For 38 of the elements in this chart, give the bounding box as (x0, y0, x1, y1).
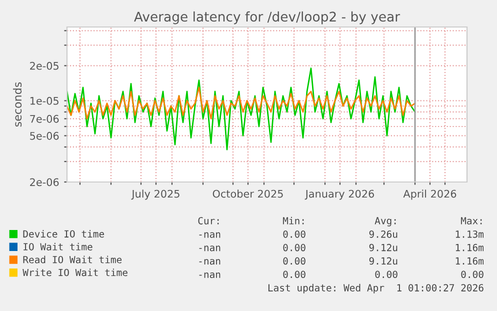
text: -nan (199, 259, 220, 265)
legend-label: IO Wait time (24, 242, 92, 250)
legend-label: Read IO Wait time (23, 256, 122, 264)
text: 0.00 (283, 257, 306, 265)
y-tick-label: 1e-05 (30, 96, 58, 105)
legend-label: Device IO time (23, 230, 104, 238)
text: -nan (199, 246, 220, 252)
x-tick-label: April 2026 (403, 190, 456, 200)
text: 9.12u (369, 257, 398, 265)
chart-title: Average latency for /dev/loop2 - by year (134, 11, 400, 24)
text: 1.16m (456, 257, 484, 265)
y-tick-label: 7e-06 (30, 114, 59, 123)
text: 1.16m (456, 244, 484, 252)
text: Max: (460, 217, 482, 224)
text: 0.00 (375, 270, 398, 278)
legend-label: Write IO Wait time (22, 268, 128, 276)
text: Min: (282, 216, 304, 224)
line-series (67, 86, 416, 120)
text: 0.00 (283, 270, 306, 278)
x-tick-label: October 2025 (212, 190, 283, 198)
text: Avg: (374, 217, 396, 226)
y-tick-label: 5e-06 (30, 132, 59, 140)
x-tick-label: January 2026 (304, 190, 374, 200)
text: Last update: Wed Apr 1 01:00:27 2026 (268, 284, 484, 294)
text: 9.12u (369, 244, 398, 252)
x-tick-label: July 2025 (131, 190, 180, 200)
text: 0.00 (283, 244, 306, 252)
text: 1.13m (456, 230, 484, 238)
text: -nan (199, 232, 220, 238)
y-axis-title: seconds (13, 82, 22, 127)
text: -nan (199, 272, 220, 278)
text: 0.00 (283, 230, 306, 238)
text: 0.00 (461, 270, 484, 278)
text: Cur: (198, 217, 219, 224)
text: 9.26u (369, 230, 398, 238)
y-tick-label: 2e-05 (30, 62, 58, 70)
y-tick-label: 2e-06 (30, 178, 59, 186)
line-series (67, 68, 416, 150)
